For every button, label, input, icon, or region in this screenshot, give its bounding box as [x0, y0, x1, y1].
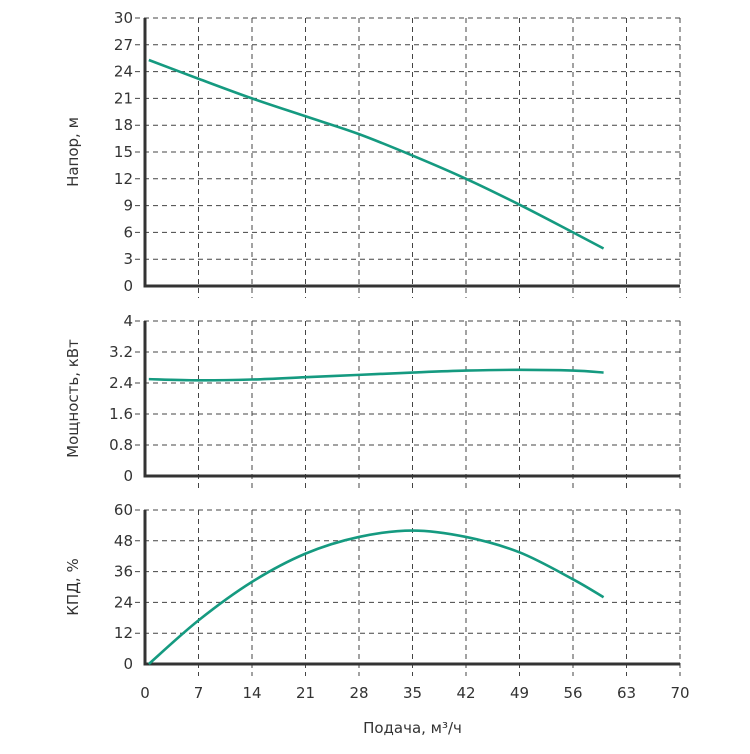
- y-tick-label: 3.2: [109, 343, 133, 361]
- axes: [143, 510, 680, 666]
- y-tick-label: 12: [114, 624, 133, 642]
- y-tick-label: 21: [114, 89, 133, 107]
- y-tick-label: 6: [123, 223, 133, 241]
- x-axis-label: Подача, м³/ч: [363, 719, 462, 737]
- y-tick-label: 27: [114, 36, 133, 54]
- y-tick-label: 0.8: [109, 436, 133, 454]
- x-tick-label: 28: [349, 684, 368, 702]
- x-tick-label: 7: [194, 684, 204, 702]
- x-tick-label: 0: [140, 684, 150, 702]
- y-axis-label: Мощность, кВт: [64, 339, 82, 458]
- x-tick-label: 35: [403, 684, 422, 702]
- x-tick-label: 42: [456, 684, 475, 702]
- y-tick-label: 30: [114, 9, 133, 27]
- panel-1: 0 0.8 1.6 2.4 3.2 4 Мощность, кВт: [64, 312, 681, 488]
- x-tick-label: 63: [617, 684, 636, 702]
- series-line-КПД: [147, 529, 605, 665]
- y-tick-label: 9: [123, 197, 133, 215]
- axes: [143, 18, 680, 288]
- y-tick-label: 18: [114, 116, 133, 134]
- y-tick-label: 15: [114, 143, 133, 161]
- x-tick-label: 56: [563, 684, 582, 702]
- y-tick-label: 12: [114, 170, 133, 188]
- y-axis-label: Напор, м: [64, 117, 82, 187]
- y-tick-label: 48: [114, 532, 133, 550]
- y-tick-label: 1.6: [109, 405, 133, 423]
- panel-2: 0 12 24 36 48 60 КПД, % 0 7 14 21 28 35 42 49 56 63 70 Под…: [64, 501, 690, 737]
- y-axis-label: КПД, %: [64, 558, 82, 615]
- panel-0: 0 3 6 9 12 15 18 21 24 27 30 Напор, м: [64, 9, 681, 298]
- series-line-Мощность: [148, 368, 604, 382]
- y-tick-label: 24: [114, 63, 133, 81]
- axes: [143, 321, 680, 478]
- x-tick-label: 49: [510, 684, 529, 702]
- y-tick-label: 3: [123, 250, 133, 268]
- y-tick-label: 0: [123, 467, 133, 485]
- x-tick-label: 14: [242, 684, 261, 702]
- y-tick-label: 2.4: [109, 374, 133, 392]
- x-tick-label: 21: [296, 684, 315, 702]
- y-tick-label: 36: [114, 563, 133, 581]
- y-tick-label: 60: [114, 501, 133, 519]
- y-tick-label: 24: [114, 593, 133, 611]
- y-tick-label: 4: [123, 312, 133, 330]
- y-tick-label: 0: [123, 277, 133, 295]
- series-line-Напор: [148, 58, 605, 250]
- x-tick-label: 70: [670, 684, 689, 702]
- y-tick-label: 0: [123, 655, 133, 673]
